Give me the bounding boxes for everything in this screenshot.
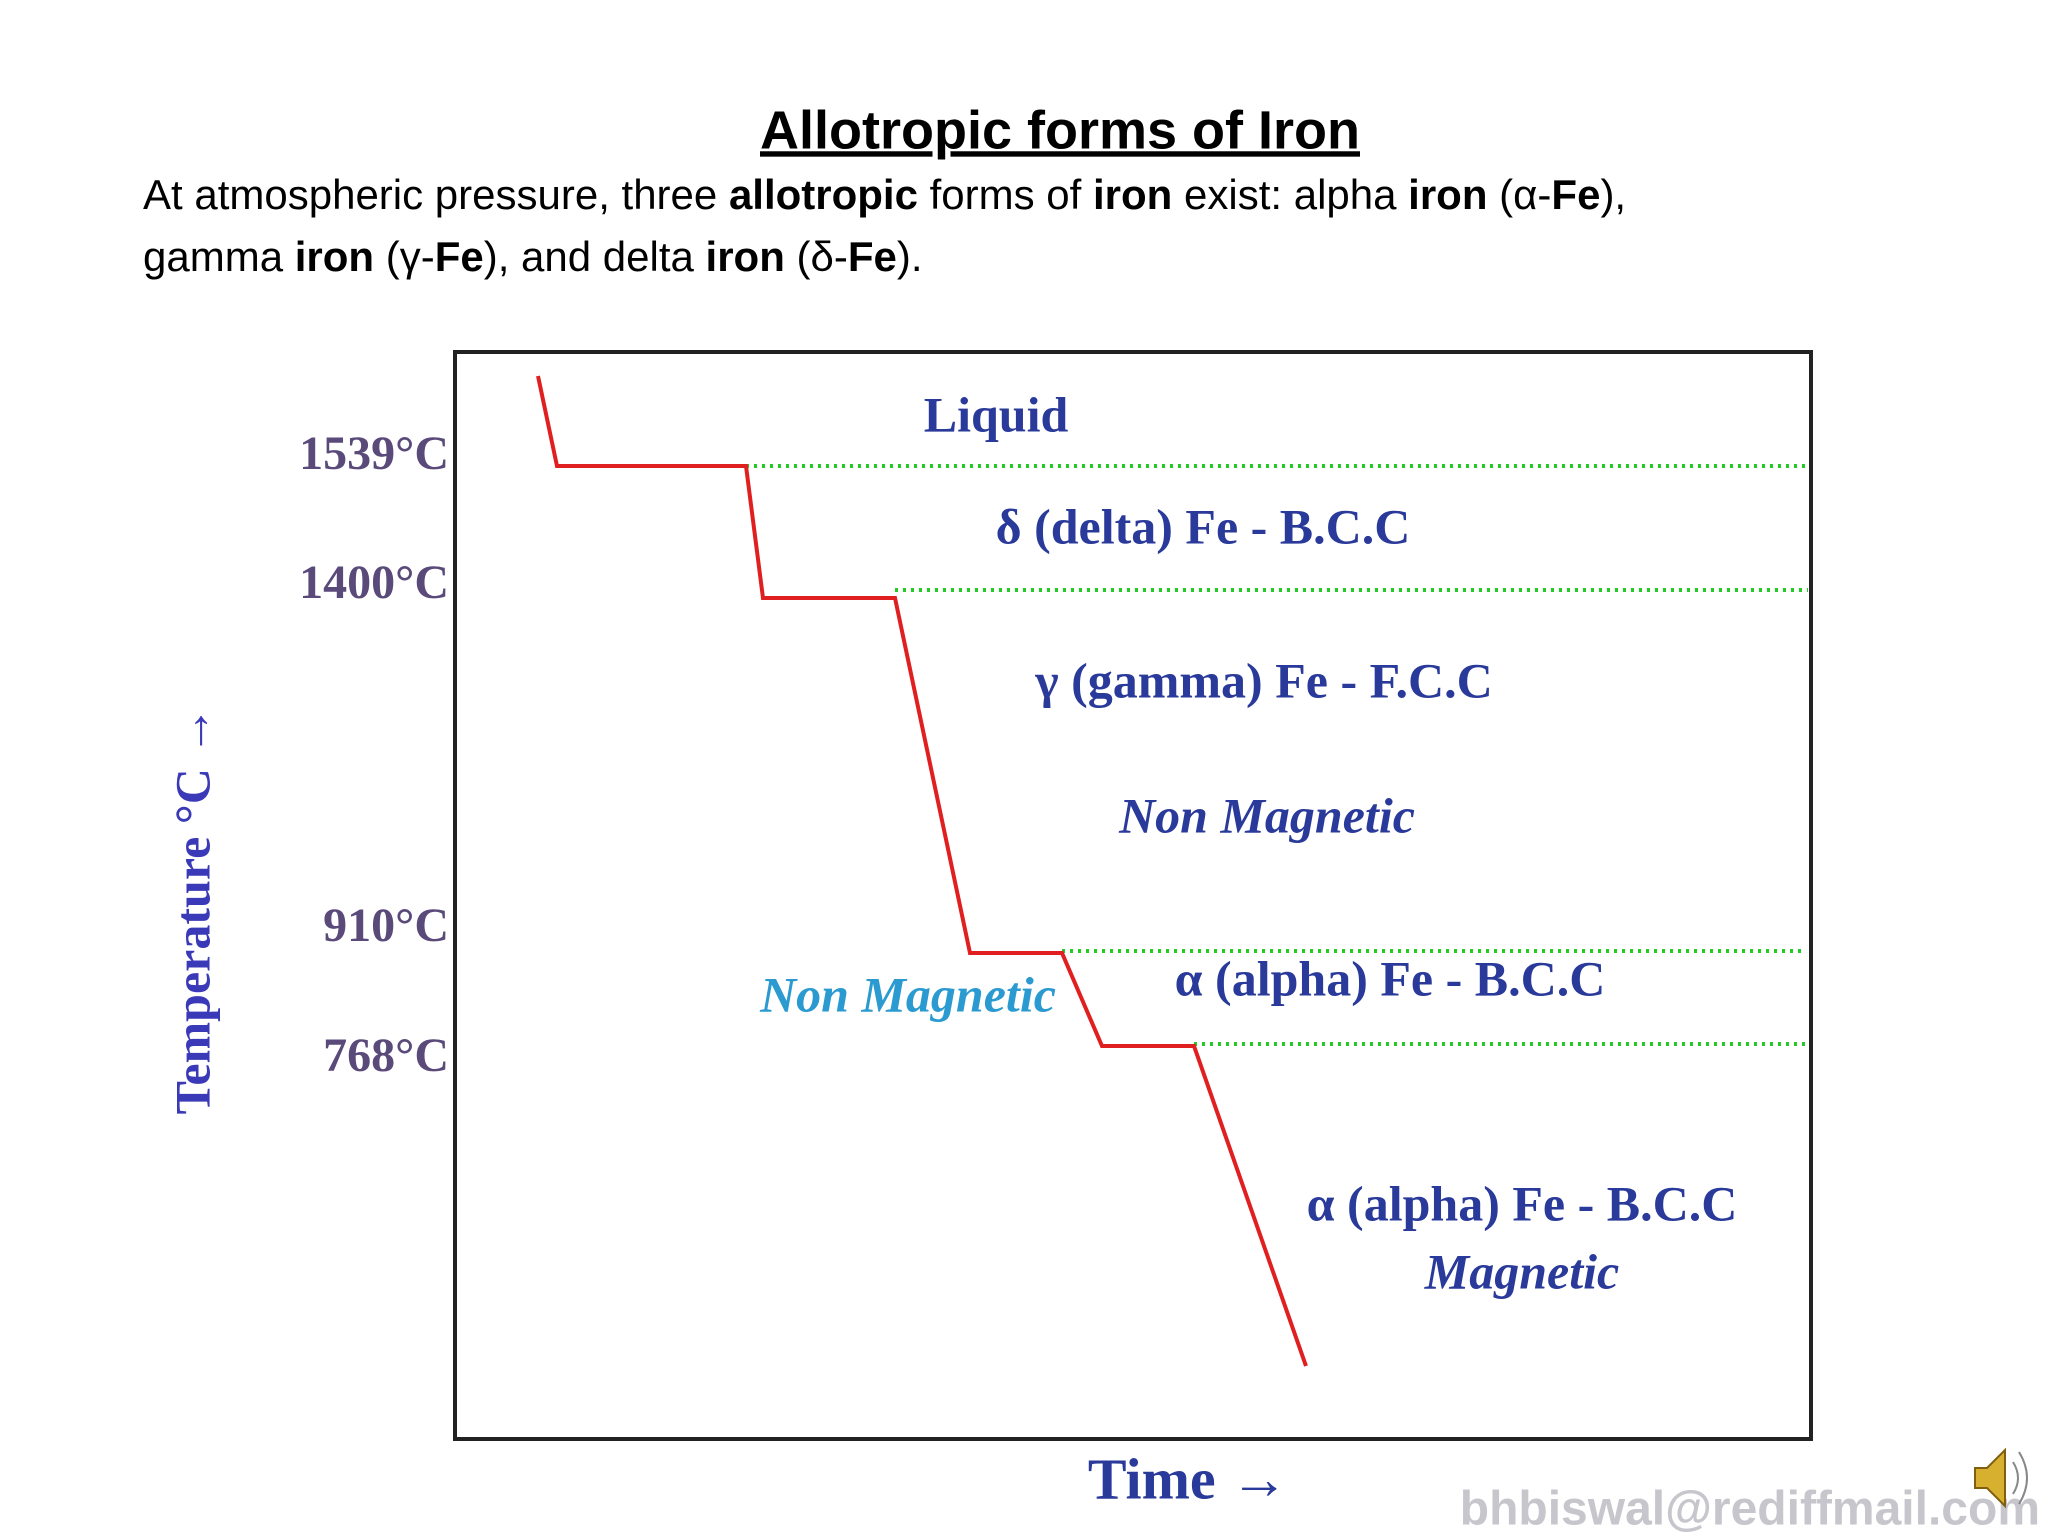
- speaker-waves: [2012, 1451, 2028, 1505]
- region-label: Non Magnetic: [1118, 787, 1415, 843]
- bold-text: Fe: [848, 233, 897, 280]
- region-label: γ (gamma) Fe - F.C.C: [1034, 652, 1493, 708]
- temperature-label: 910°C: [323, 899, 449, 952]
- region-label: α (alpha) Fe - B.C.C: [1175, 950, 1606, 1006]
- text-run: At atmospheric pressure, three: [143, 171, 729, 218]
- bold-text: Fe: [435, 233, 484, 280]
- text-run: (α-: [1487, 171, 1551, 218]
- text-run: ).: [897, 233, 923, 280]
- diagram-frame: [453, 350, 1813, 1441]
- temperature-label: 1539°C: [299, 427, 449, 480]
- speaker-body: [1974, 1447, 2006, 1509]
- watermark: bhbiswal@rediffmail.com: [1460, 1483, 2040, 1536]
- y-axis-label: Temperature °C →: [164, 706, 220, 1115]
- text-run: forms of: [918, 171, 1093, 218]
- speaker-icon[interactable]: [1974, 1447, 2028, 1509]
- text-run: ),: [1600, 171, 1626, 218]
- title: Allotropic forms of Iron: [760, 100, 1360, 160]
- region-label: δ (delta) Fe - B.C.C: [996, 498, 1411, 554]
- cooling-curve: [536, 375, 1308, 1367]
- phase-boundaries: [746, 464, 1808, 1046]
- intro-line: At atmospheric pressure, three allotropi…: [143, 171, 1626, 218]
- intro-paragraph: At atmospheric pressure, three allotropi…: [143, 171, 1626, 280]
- region-label: α (alpha) Fe - B.C.C: [1307, 1175, 1738, 1231]
- region-label: Non Magnetic: [759, 966, 1056, 1022]
- bold-text: iron: [706, 233, 785, 280]
- bold-text: iron: [1408, 171, 1487, 218]
- bold-text: allotropic: [729, 171, 918, 218]
- text-run: gamma: [143, 233, 295, 280]
- intro-line: gamma iron (γ-Fe), and delta iron (δ-Fe)…: [143, 233, 923, 280]
- x-axis-label: Time →: [1088, 1446, 1288, 1511]
- temperature-label: 1400°C: [299, 556, 449, 609]
- text-run: ), and delta: [484, 233, 706, 280]
- region-label: Magnetic: [1424, 1243, 1619, 1299]
- text-run: exist: alpha: [1172, 171, 1408, 218]
- bold-text: iron: [1093, 171, 1172, 218]
- bold-text: iron: [295, 233, 374, 280]
- bold-text: Fe: [1551, 171, 1600, 218]
- temperature-label: 768°C: [323, 1029, 449, 1082]
- text-run: (γ-: [374, 233, 435, 280]
- text-run: (δ-: [785, 233, 848, 280]
- region-label: Liquid: [924, 386, 1069, 442]
